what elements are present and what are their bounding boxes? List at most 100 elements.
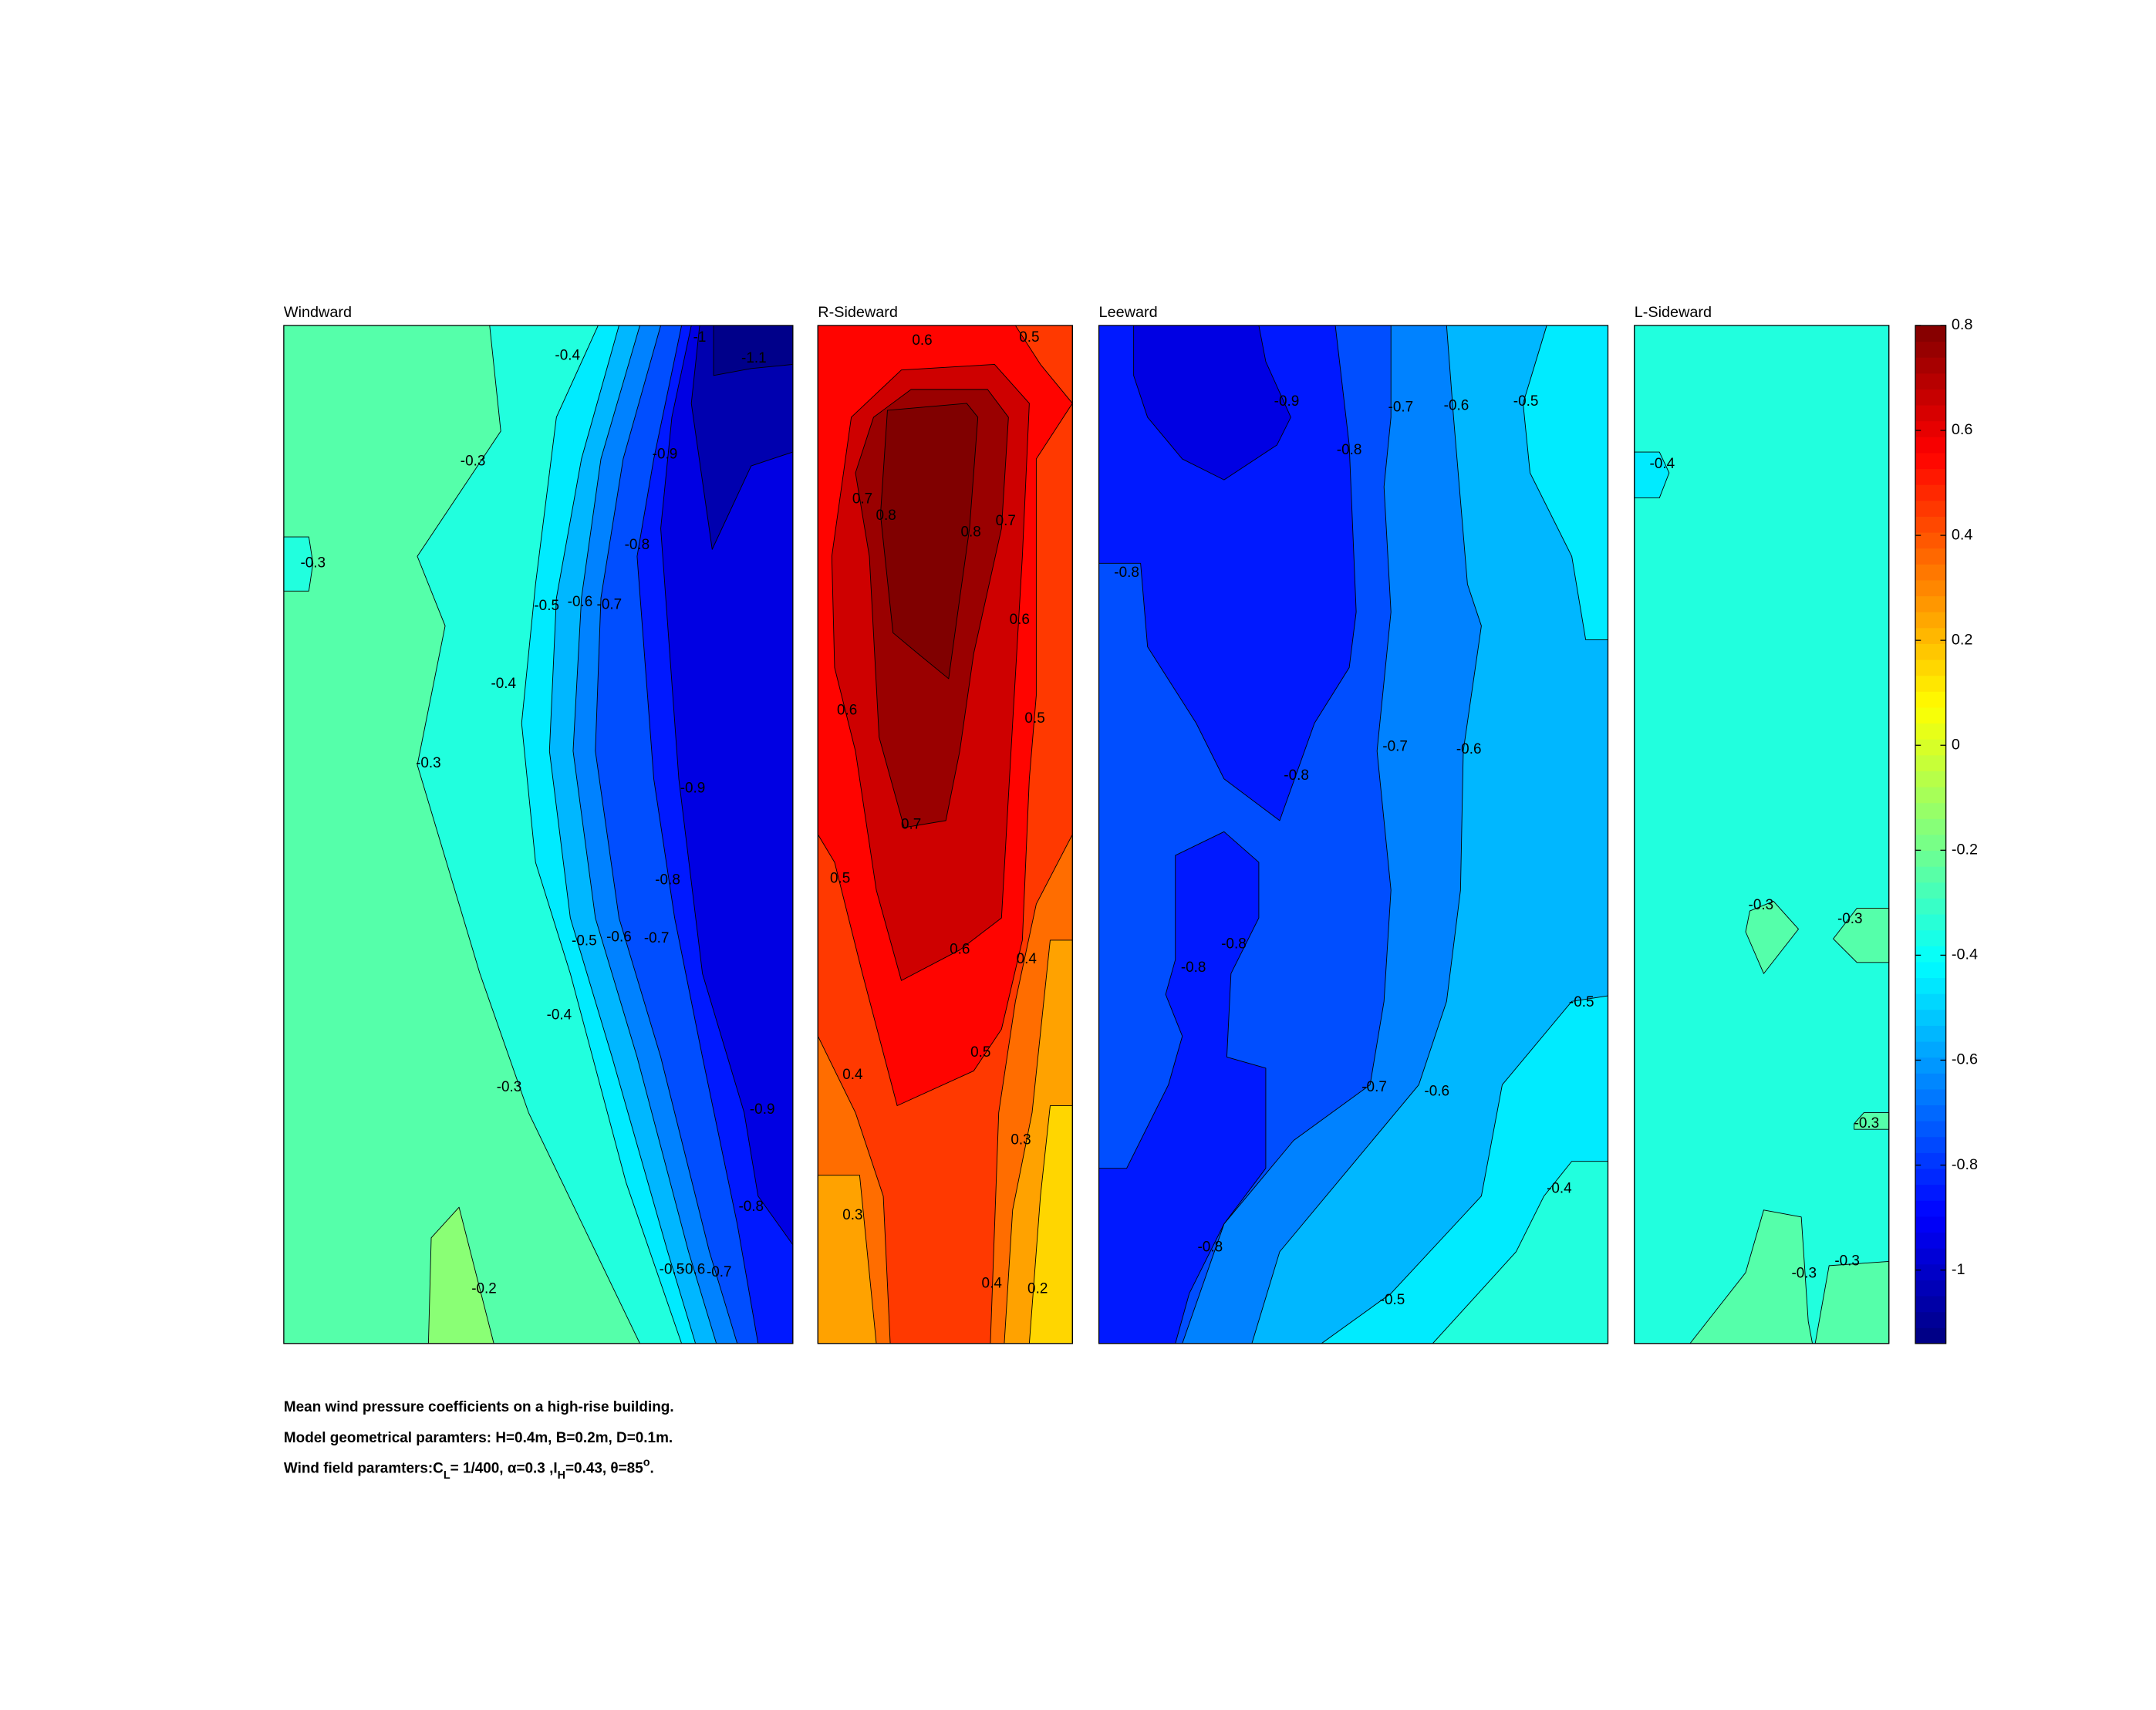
colorbar-segment [1915, 1136, 1946, 1153]
contour-label: 0.8 [960, 524, 980, 541]
contour-label: -0.2 [471, 1281, 497, 1297]
colorbar-segment [1915, 1105, 1946, 1121]
colorbar-segment [1915, 691, 1946, 708]
colorbar-segment [1915, 1025, 1946, 1042]
caption-part: . [650, 1461, 654, 1477]
caption-part: = 1/400, α=0.3 ,I [450, 1461, 558, 1477]
colorbar-segment [1915, 961, 1946, 979]
colorbar-segment [1915, 420, 1946, 437]
contour-label: -0.4 [1547, 1181, 1572, 1197]
contour-region [879, 403, 979, 680]
contour-label: -0.6 [1444, 398, 1469, 414]
contour-label: -0.3 [497, 1079, 522, 1095]
contour-label: 0.4 [842, 1067, 862, 1083]
caption: Wind field paramters:CL= 1/400, α=0.3 ,I… [284, 1457, 654, 1482]
contour-label: -0.9 [1274, 393, 1300, 410]
panel-title: L-Sideward [1635, 304, 1712, 321]
contour-label: -0.8 [1114, 565, 1139, 581]
colorbar-segment [1915, 1311, 1946, 1328]
contour-label: -1.1 [741, 350, 767, 366]
panel-title: R-Sideward [818, 304, 898, 321]
colorbar-tick-label: -0.2 [1952, 842, 1978, 858]
contour-region [1745, 901, 1799, 974]
colorbar-tick-label: -0.6 [1952, 1051, 1978, 1068]
contour-label: -0.3 [1854, 1115, 1880, 1132]
colorbar-tick-label: 0.2 [1952, 631, 1973, 648]
colorbar-segment [1915, 1327, 1946, 1344]
colorbar-segment [1915, 1232, 1946, 1249]
colorbar-segment [1915, 1041, 1946, 1058]
contour-label: -0.9 [680, 780, 706, 796]
colorbar-segment [1915, 818, 1946, 835]
contour-label: 0.4 [982, 1275, 1002, 1291]
colorbar-segment [1915, 1248, 1946, 1265]
contour-label: 0.6 [912, 332, 932, 349]
colorbar-segment [1915, 357, 1946, 374]
colorbar-segment [1915, 787, 1946, 804]
colorbar-segment [1915, 1121, 1946, 1138]
colorbar-tick-label: 0.8 [1952, 316, 1973, 333]
colorbar-segment [1915, 866, 1946, 883]
contour-label: 0.5 [830, 871, 850, 887]
colorbar-segment [1915, 548, 1946, 565]
panel-frame [817, 325, 1073, 1344]
colorbar-segment [1915, 500, 1946, 517]
colorbar-segment [1915, 977, 1946, 994]
colorbar-segment [1915, 1200, 1946, 1217]
contour-label: -1 [693, 329, 707, 346]
contour-label: -0.6 [606, 929, 632, 945]
colorbar-tick-label: -0.8 [1952, 1156, 1978, 1173]
colorbar-segment [1915, 595, 1946, 612]
colorbar-segment [1915, 882, 1946, 899]
caption-part: Wind field paramters:C [284, 1461, 444, 1477]
contour-label: 0.6 [1010, 612, 1030, 628]
colorbar-segment [1915, 723, 1946, 740]
contour-label: -0.8 [655, 872, 680, 888]
contour-label: -0.5 [572, 933, 597, 949]
contour-label: -0.3 [1791, 1266, 1817, 1282]
colorbar-segment [1915, 675, 1946, 692]
colorbar-segment [1915, 1057, 1946, 1074]
colorbar-tick-label: 0.6 [1952, 421, 1973, 438]
contour-label: -0.8 [1181, 960, 1206, 976]
colorbar-segment [1915, 627, 1946, 644]
panel-title: Windward [284, 304, 352, 321]
contour-label: -0.5 [1513, 393, 1539, 410]
contour-label: -0.9 [653, 447, 678, 463]
colorbar-segment [1915, 468, 1946, 485]
contour-label: -0.8 [1337, 442, 1362, 458]
caption-part: =0.43, θ=85 [565, 1461, 643, 1477]
colorbar-tick-label: 0 [1952, 736, 1960, 753]
colorbar-segment [1915, 1216, 1946, 1233]
contour-label: 0.3 [842, 1207, 862, 1223]
contour-label: -0.6 [680, 1261, 706, 1277]
contour-label: 0.6 [950, 942, 970, 958]
colorbar-segment [1915, 452, 1946, 470]
contour-region [1634, 325, 1890, 1344]
colorbar-segment [1915, 516, 1946, 533]
caption-subscript: H [558, 1469, 565, 1482]
contour-label: -0.6 [1424, 1083, 1449, 1099]
contour-label: 0.8 [876, 508, 896, 524]
colorbar-segment [1915, 754, 1946, 771]
contour-label: -0.7 [597, 596, 623, 612]
contour-label: -0.7 [1382, 738, 1408, 754]
colorbar-segment [1915, 389, 1946, 406]
colorbar-segment [1915, 1152, 1946, 1169]
contour-label: 0.3 [1011, 1132, 1031, 1148]
caption-subscript: L [444, 1469, 450, 1482]
colorbar-segment [1915, 771, 1946, 788]
colorbar-segment [1915, 612, 1946, 629]
contour-label: -0.5 [1380, 1292, 1405, 1308]
colorbar-segment [1915, 1184, 1946, 1201]
contour-label: -0.6 [568, 594, 593, 610]
plots: -0.4-1-1.1-0.3 -0.9-0.3-0.8-0.5 -0.6 -0.7-0… [283, 316, 1978, 1344]
contour-label: 0.7 [996, 513, 1016, 529]
contour-label: -0.7 [1388, 399, 1414, 415]
colorbar-segment [1915, 1073, 1946, 1090]
contour-label: -0.3 [1749, 897, 1774, 913]
contour-label: -0.7 [1361, 1079, 1387, 1095]
colorbar-segment [1915, 802, 1946, 819]
